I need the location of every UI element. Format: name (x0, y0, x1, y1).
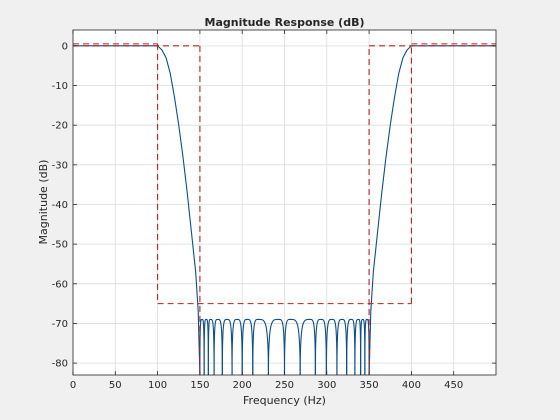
y-axis-label: Magnitude (dB) (37, 160, 50, 245)
response-transition-high (368, 45, 412, 375)
response-stopband-lobe (325, 318, 338, 375)
chart-title: Magnitude Response (dB) (205, 16, 365, 29)
x-tick-label: 150 (190, 380, 209, 391)
y-tick-label: -40 (52, 200, 68, 211)
response-stopband-lobe (364, 318, 370, 375)
x-tick-labels: 0 50 100 150 200 250 300 350 400 450 (70, 380, 463, 391)
response-stopband-lobe (213, 318, 223, 375)
plot-area (73, 43, 496, 375)
x-axis-label: Frequency (Hz) (243, 394, 326, 407)
response-stopband-lobe (221, 318, 233, 375)
response-stopband-lobe (299, 318, 316, 375)
response-stopband-lobe (283, 318, 301, 375)
x-tick-label: 450 (444, 380, 463, 391)
x-tick-label: 400 (402, 380, 421, 391)
response-stopband-lobe (241, 318, 254, 375)
response-stopband-lobe (314, 318, 327, 375)
y-tick-label: -50 (52, 240, 68, 251)
response-stopband-lobe (231, 318, 243, 375)
y-tick-label: -80 (52, 359, 68, 370)
response-stopband-lobe (346, 318, 356, 375)
y-tick-label: -10 (52, 81, 68, 92)
response-stopband-lobe (207, 318, 215, 375)
response-transition-low (157, 45, 201, 375)
y-tick-label: -60 (52, 279, 68, 290)
y-tick-label: -20 (52, 121, 68, 132)
x-tick-label: 200 (233, 380, 252, 391)
ticks (72, 30, 496, 375)
y-tick-label: -70 (52, 319, 68, 330)
x-tick-label: 300 (317, 380, 336, 391)
response-stopband-lobe (267, 318, 286, 375)
x-tick-label: 250 (275, 380, 294, 391)
y-tick-labels: 0 -10 -20 -30 -40 -50 -60 -70 -80 (52, 41, 68, 369)
response-stopband-lobe (252, 318, 269, 375)
x-tick-label: 350 (360, 380, 379, 391)
x-tick-label: 0 (70, 380, 76, 391)
x-tick-label: 100 (148, 380, 167, 391)
y-tick-label: 0 (62, 41, 68, 52)
y-tick-label: -30 (52, 160, 68, 171)
x-tick-label: 50 (109, 380, 122, 391)
response-stopband-lobe (336, 318, 348, 375)
